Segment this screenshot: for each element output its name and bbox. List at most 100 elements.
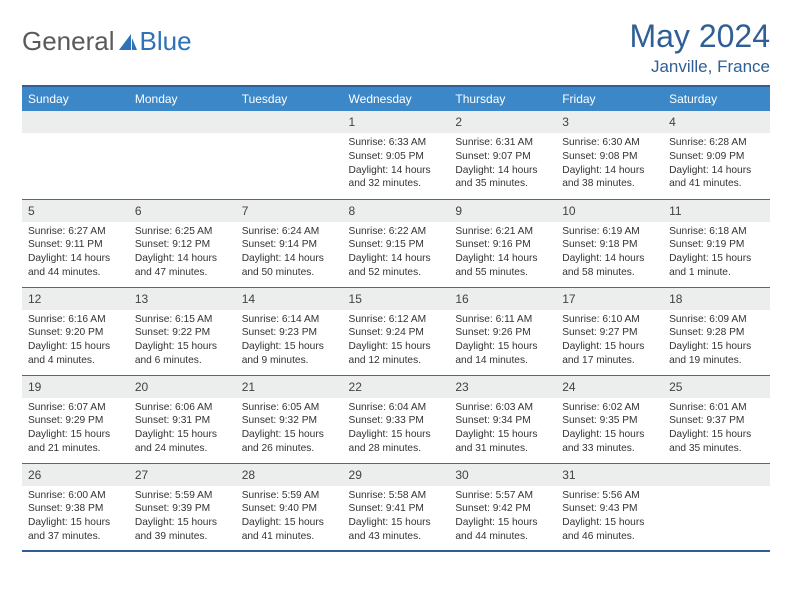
day-number: 14 [236, 288, 343, 310]
sunrise-line: Sunrise: 6:12 AM [349, 313, 444, 327]
daylight-line: Daylight: 15 hours and 6 minutes. [135, 340, 230, 368]
day-cell: 20Sunrise: 6:06 AMSunset: 9:31 PMDayligh… [129, 375, 236, 463]
daylight-line: Daylight: 15 hours and 33 minutes. [562, 428, 657, 456]
sunrise-line: Sunrise: 6:14 AM [242, 313, 337, 327]
daylight-line: Daylight: 15 hours and 12 minutes. [349, 340, 444, 368]
day-cell: 19Sunrise: 6:07 AMSunset: 9:29 PMDayligh… [22, 375, 129, 463]
daylight-line: Daylight: 14 hours and 50 minutes. [242, 252, 337, 280]
day-cell: 12 Sunrise: 6:16 AMSunset: 9:20 PMDayligh… [22, 287, 129, 375]
day-number: 5 [22, 200, 129, 222]
daylight-line: Daylight: 15 hours and 46 minutes. [562, 516, 657, 544]
day-number: 18 [663, 288, 770, 310]
day-cell: 23Sunrise: 6:03 AMSunset: 9:34 PMDayligh… [449, 375, 556, 463]
day-number: 3 [556, 111, 663, 133]
sunset-line: Sunset: 9:22 PM [135, 326, 230, 340]
daylight-line: Daylight: 15 hours and 1 minute. [669, 252, 764, 280]
sunset-line: Sunset: 9:20 PM [28, 326, 123, 340]
day-number: 2 [449, 111, 556, 133]
sunrise-line: Sunrise: 6:33 AM [349, 136, 444, 150]
day-cell: 21Sunrise: 6:05 AMSunset: 9:32 PMDayligh… [236, 375, 343, 463]
sunrise-line: Sunrise: 6:03 AM [455, 401, 550, 415]
daylight-line: Daylight: 15 hours and 37 minutes. [28, 516, 123, 544]
weekday-header: Thursday [449, 86, 556, 111]
daylight-line: Daylight: 14 hours and 47 minutes. [135, 252, 230, 280]
weekday-header: Sunday [22, 86, 129, 111]
logo-sail-icon [117, 32, 139, 52]
day-number [129, 111, 236, 133]
day-cell: 24Sunrise: 6:02 AMSunset: 9:35 PMDayligh… [556, 375, 663, 463]
daylight-line: Daylight: 15 hours and 21 minutes. [28, 428, 123, 456]
day-number: 12 [22, 288, 129, 310]
daylight-line: Daylight: 14 hours and 38 minutes. [562, 164, 657, 192]
sunrise-line: Sunrise: 6:09 AM [669, 313, 764, 327]
day-number [663, 464, 770, 486]
day-number: 30 [449, 464, 556, 486]
sunrise-line: Sunrise: 6:28 AM [669, 136, 764, 150]
daylight-line: Daylight: 14 hours and 35 minutes. [455, 164, 550, 192]
weekday-header: Wednesday [343, 86, 450, 111]
weekday-header: Tuesday [236, 86, 343, 111]
daylight-line: Daylight: 15 hours and 41 minutes. [242, 516, 337, 544]
day-cell: 25Sunrise: 6:01 AMSunset: 9:37 PMDayligh… [663, 375, 770, 463]
sunset-line: Sunset: 9:23 PM [242, 326, 337, 340]
sunset-line: Sunset: 9:38 PM [28, 502, 123, 516]
day-number: 8 [343, 200, 450, 222]
sunrise-line: Sunrise: 6:30 AM [562, 136, 657, 150]
sunrise-line: Sunrise: 6:10 AM [562, 313, 657, 327]
empty-cell [129, 111, 236, 199]
daylight-line: Daylight: 15 hours and 14 minutes. [455, 340, 550, 368]
day-number: 4 [663, 111, 770, 133]
sunset-line: Sunset: 9:35 PM [562, 414, 657, 428]
sunset-line: Sunset: 9:19 PM [669, 238, 764, 252]
sunrise-line: Sunrise: 6:19 AM [562, 225, 657, 239]
sunset-line: Sunset: 9:14 PM [242, 238, 337, 252]
sunset-line: Sunset: 9:42 PM [455, 502, 550, 516]
sunrise-line: Sunrise: 6:06 AM [135, 401, 230, 415]
day-number: 24 [556, 376, 663, 398]
day-number: 22 [343, 376, 450, 398]
day-cell: 17Sunrise: 6:10 AMSunset: 9:27 PMDayligh… [556, 287, 663, 375]
daylight-line: Daylight: 14 hours and 44 minutes. [28, 252, 123, 280]
sunset-line: Sunset: 9:39 PM [135, 502, 230, 516]
sunset-line: Sunset: 9:43 PM [562, 502, 657, 516]
day-cell: 4Sunrise: 6:28 AMSunset: 9:09 PMDaylight… [663, 111, 770, 199]
day-cell: 26Sunrise: 6:00 AMSunset: 9:38 PMDayligh… [22, 463, 129, 551]
daylight-line: Daylight: 15 hours and 9 minutes. [242, 340, 337, 368]
day-number: 7 [236, 200, 343, 222]
day-number: 25 [663, 376, 770, 398]
daylight-line: Daylight: 14 hours and 58 minutes. [562, 252, 657, 280]
sunset-line: Sunset: 9:08 PM [562, 150, 657, 164]
day-cell: 18Sunrise: 6:09 AMSunset: 9:28 PMDayligh… [663, 287, 770, 375]
day-cell: 5Sunrise: 6:27 AMSunset: 9:11 PMDaylight… [22, 199, 129, 287]
empty-cell [663, 463, 770, 551]
sunrise-line: Sunrise: 6:11 AM [455, 313, 550, 327]
day-cell: 16Sunrise: 6:11 AMSunset: 9:26 PMDayligh… [449, 287, 556, 375]
day-cell: 10Sunrise: 6:19 AMSunset: 9:18 PMDayligh… [556, 199, 663, 287]
weekday-header: Friday [556, 86, 663, 111]
sunrise-line: Sunrise: 6:16 AM [28, 313, 123, 327]
sunrise-line: Sunrise: 5:57 AM [455, 489, 550, 503]
sunrise-line: Sunrise: 5:59 AM [242, 489, 337, 503]
day-number: 28 [236, 464, 343, 486]
sunset-line: Sunset: 9:33 PM [349, 414, 444, 428]
sunrise-line: Sunrise: 6:05 AM [242, 401, 337, 415]
daylight-line: Daylight: 14 hours and 41 minutes. [669, 164, 764, 192]
day-cell: 27Sunrise: 5:59 AMSunset: 9:39 PMDayligh… [129, 463, 236, 551]
sunrise-line: Sunrise: 6:25 AM [135, 225, 230, 239]
day-number [236, 111, 343, 133]
daylight-line: Daylight: 15 hours and 4 minutes. [28, 340, 123, 368]
sunrise-line: Sunrise: 5:56 AM [562, 489, 657, 503]
logo-text-general: General [22, 26, 115, 57]
weekday-header: Monday [129, 86, 236, 111]
calendar-row: 5Sunrise: 6:27 AMSunset: 9:11 PMDaylight… [22, 199, 770, 287]
day-cell: 11Sunrise: 6:18 AMSunset: 9:19 PMDayligh… [663, 199, 770, 287]
logo-text-blue: Blue [140, 26, 192, 57]
day-cell: 29Sunrise: 5:58 AMSunset: 9:41 PMDayligh… [343, 463, 450, 551]
daylight-line: Daylight: 15 hours and 39 minutes. [135, 516, 230, 544]
calendar-body: 1Sunrise: 6:33 AMSunset: 9:05 PMDaylight… [22, 111, 770, 551]
weekday-header-row: SundayMondayTuesdayWednesdayThursdayFrid… [22, 86, 770, 111]
empty-cell [22, 111, 129, 199]
sunrise-line: Sunrise: 5:59 AM [135, 489, 230, 503]
day-cell: 15Sunrise: 6:12 AMSunset: 9:24 PMDayligh… [343, 287, 450, 375]
sunrise-line: Sunrise: 6:31 AM [455, 136, 550, 150]
